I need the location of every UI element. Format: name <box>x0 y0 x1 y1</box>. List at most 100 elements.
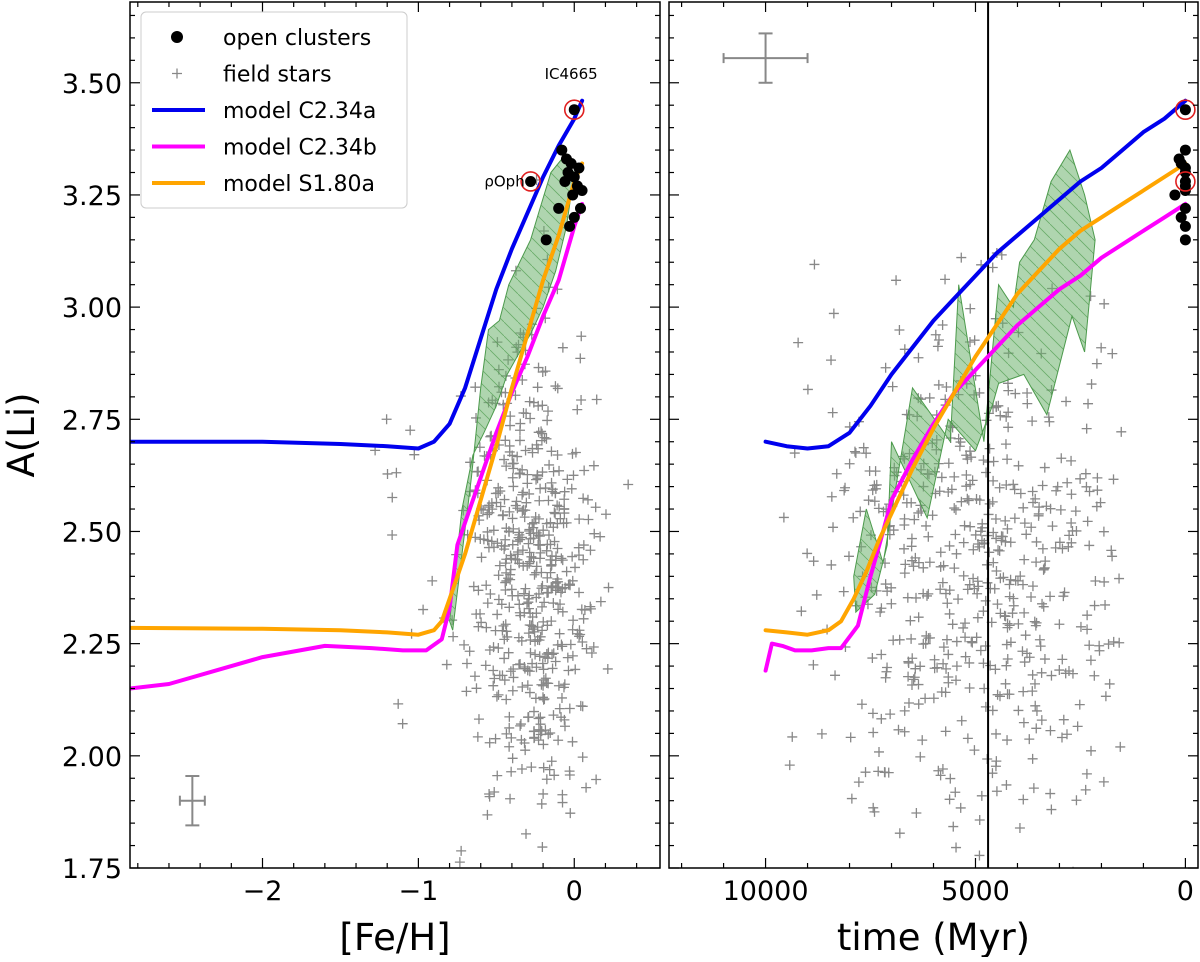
field-star-point <box>913 679 924 690</box>
field-star-point <box>537 428 548 439</box>
field-star-point <box>962 454 973 465</box>
open-cluster-point <box>568 104 580 116</box>
field-star-point <box>935 770 946 781</box>
field-star-point <box>548 598 559 609</box>
field-star-point <box>595 531 606 542</box>
field-star-point <box>581 643 592 654</box>
field-star-point <box>456 845 467 856</box>
y-tick-label: 2.75 <box>62 405 122 436</box>
field-star-point <box>515 720 526 731</box>
legend-entry: model S1.80a <box>152 172 375 197</box>
legend-label: model S1.80a <box>223 172 375 197</box>
field-star-point <box>994 545 1005 556</box>
field-star-point <box>534 651 545 662</box>
field-star-point <box>491 691 502 702</box>
field-star-point <box>826 491 837 502</box>
field-star-point <box>578 493 589 504</box>
field-star-point <box>1082 610 1093 621</box>
field-star-point <box>924 557 935 568</box>
field-star-point <box>515 418 526 429</box>
field-star-point <box>524 590 535 601</box>
field-star-point <box>843 551 854 562</box>
field-star-point <box>894 828 905 839</box>
field-star-point <box>579 465 590 476</box>
field-star-point <box>549 867 551 868</box>
field-star-point <box>1041 501 1052 512</box>
field-star-point <box>542 587 553 598</box>
field-star-point <box>845 732 856 743</box>
field-star-point <box>504 526 515 537</box>
field-star-point <box>1070 506 1081 517</box>
field-star-point <box>524 603 535 614</box>
field-star-point <box>1058 591 1069 602</box>
right-field-stars <box>778 247 1127 868</box>
field-star-point <box>1008 600 1019 611</box>
field-star-point <box>393 698 404 709</box>
field-star-point <box>1115 741 1126 752</box>
field-star-point <box>958 622 969 633</box>
field-star-point <box>1100 691 1111 702</box>
field-star-point <box>1046 804 1057 815</box>
field-star-point <box>1031 536 1042 547</box>
field-star-point <box>1054 619 1065 630</box>
field-star-point <box>504 722 515 733</box>
field-star-point <box>1071 525 1082 536</box>
field-star-point <box>576 331 587 342</box>
field-star-point <box>1056 732 1067 743</box>
x-tick-label: 5000 <box>941 876 1010 907</box>
field-star-point <box>911 807 922 818</box>
field-star-point <box>548 710 559 721</box>
field-star-point <box>1013 618 1024 629</box>
field-star-point <box>1036 667 1047 678</box>
field-star-point <box>1002 653 1013 664</box>
field-star-point <box>991 728 1002 739</box>
field-star-point <box>1029 616 1040 627</box>
field-star-point <box>523 597 534 608</box>
field-star-point <box>544 764 555 775</box>
field-star-point <box>539 432 550 443</box>
field-star-point <box>1061 396 1072 407</box>
field-star-point <box>778 512 789 523</box>
field-star-point <box>946 484 957 495</box>
field-star-point <box>504 711 515 722</box>
field-star-point <box>868 727 879 738</box>
field-star-point <box>542 539 553 550</box>
field-star-point <box>880 579 891 590</box>
field-star-point <box>499 454 510 465</box>
field-star-point <box>864 466 875 477</box>
field-star-point <box>581 782 592 793</box>
field-star-point <box>1019 518 1030 529</box>
field-star-point <box>880 672 891 683</box>
field-star-point <box>1075 473 1086 484</box>
field-star-point <box>555 599 566 610</box>
field-star-point <box>549 770 560 781</box>
field-star-point <box>936 686 947 697</box>
field-star-point <box>533 539 544 550</box>
field-star-point <box>974 815 985 826</box>
field-star-point <box>529 569 540 580</box>
field-star-point <box>489 787 500 797</box>
field-star-point <box>602 663 613 674</box>
field-star-point <box>558 518 569 529</box>
field-star-point <box>915 661 926 672</box>
field-star-point <box>538 788 549 799</box>
field-star-point <box>963 495 974 506</box>
field-star-point <box>1092 485 1103 496</box>
field-star-point <box>869 496 880 507</box>
field-star-point <box>508 481 519 492</box>
field-star-point <box>500 435 511 446</box>
field-star-point <box>1005 574 1016 585</box>
field-star-point <box>547 486 558 497</box>
field-star-point <box>1018 794 1029 805</box>
field-star-point <box>1080 468 1091 479</box>
field-star-point <box>945 773 956 784</box>
field-star-point <box>550 656 561 667</box>
field-star-point <box>1051 485 1062 496</box>
field-star-point <box>589 528 600 539</box>
field-star-point <box>469 671 480 682</box>
field-star-point <box>1018 686 1029 697</box>
field-star-point <box>512 547 523 558</box>
right-error-bar <box>722 32 809 84</box>
field-star-point <box>991 566 1002 577</box>
